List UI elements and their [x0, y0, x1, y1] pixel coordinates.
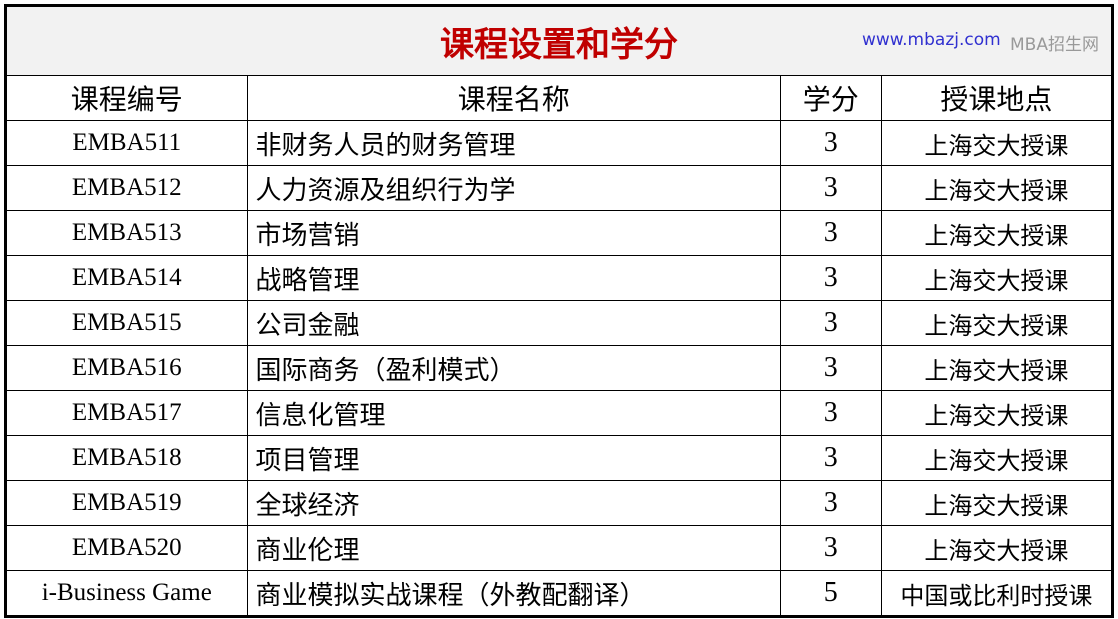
course-table: 课程设置和学分 课程编号 课程名称 学分 授课地点 EMBA511 非财务人员的财… [4, 4, 1115, 618]
cell-credit: 3 [779, 120, 882, 166]
cell-location: 上海交大授课 [880, 120, 1115, 166]
table-row: EMBA518 项目管理 3 上海交大授课 [4, 435, 1115, 481]
cell-name: 战略管理 [246, 255, 781, 301]
cell-code: EMBA511 [4, 120, 248, 166]
cell-credit: 3 [779, 390, 882, 436]
cell-name: 国际商务（盈利模式） [246, 345, 781, 391]
cell-code: EMBA520 [4, 525, 248, 571]
cell-location: 上海交大授课 [880, 210, 1115, 256]
header-name: 课程名称 [246, 75, 781, 121]
cell-location: 上海交大授课 [880, 435, 1115, 481]
watermark-site: MBA招生网 [1010, 35, 1099, 55]
cell-credit: 3 [779, 435, 882, 481]
table-row: EMBA519 全球经济 3 上海交大授课 [4, 480, 1115, 526]
cell-credit: 3 [779, 480, 882, 526]
table-row: EMBA511 非财务人员的财务管理 3 上海交大授课 [4, 120, 1115, 166]
cell-credit: 3 [779, 525, 882, 571]
cell-code: EMBA518 [4, 435, 248, 481]
table-row: EMBA514 战略管理 3 上海交大授课 [4, 255, 1115, 301]
cell-name: 全球经济 [246, 480, 781, 526]
header-row: 课程编号 课程名称 学分 授课地点 [4, 75, 1115, 121]
cell-code: EMBA515 [4, 300, 248, 346]
table-row: EMBA520 商业伦理 3 上海交大授课 [4, 525, 1115, 571]
cell-location: 上海交大授课 [880, 390, 1115, 436]
cell-location: 上海交大授课 [880, 480, 1115, 526]
table-row: i-Business Game 商业模拟实战课程（外教配翻译） 5 中国或比利时授课 [4, 570, 1115, 618]
cell-credit: 3 [779, 345, 882, 391]
cell-name: 商业模拟实战课程（外教配翻译） [246, 570, 781, 618]
cell-name: 公司金融 [246, 300, 781, 346]
cell-code: EMBA512 [4, 165, 248, 211]
cell-name: 市场营销 [246, 210, 781, 256]
table-row: EMBA512 人力资源及组织行为学 3 上海交大授课 [4, 165, 1115, 211]
cell-location: 上海交大授课 [880, 165, 1115, 211]
cell-location: 中国或比利时授课 [880, 570, 1115, 618]
table-title: 课程设置和学分 [4, 4, 1114, 76]
cell-credit: 5 [779, 570, 882, 618]
cell-location: 上海交大授课 [880, 345, 1115, 391]
table-row: EMBA516 国际商务（盈利模式） 3 上海交大授课 [4, 345, 1115, 391]
cell-name: 项目管理 [246, 435, 781, 481]
header-location: 授课地点 [880, 75, 1115, 121]
cell-name: 人力资源及组织行为学 [246, 165, 781, 211]
cell-credit: 3 [779, 210, 882, 256]
cell-code: EMBA519 [4, 480, 248, 526]
cell-credit: 3 [779, 255, 882, 301]
table-row: EMBA517 信息化管理 3 上海交大授课 [4, 390, 1115, 436]
watermark-url: www.mbazj.com [862, 30, 1001, 50]
cell-location: 上海交大授课 [880, 525, 1115, 571]
cell-credit: 3 [779, 165, 882, 211]
table-row: EMBA515 公司金融 3 上海交大授课 [4, 300, 1115, 346]
table-row: EMBA513 市场营销 3 上海交大授课 [4, 210, 1115, 256]
cell-name: 信息化管理 [246, 390, 781, 436]
header-code: 课程编号 [4, 75, 248, 121]
cell-location: 上海交大授课 [880, 255, 1115, 301]
cell-code: i-Business Game [4, 570, 248, 618]
cell-code: EMBA514 [4, 255, 248, 301]
cell-code: EMBA513 [4, 210, 248, 256]
header-credit: 学分 [779, 75, 882, 121]
cell-code: EMBA517 [4, 390, 248, 436]
cell-credit: 3 [779, 300, 882, 346]
cell-name: 非财务人员的财务管理 [246, 120, 781, 166]
cell-name: 商业伦理 [246, 525, 781, 571]
cell-location: 上海交大授课 [880, 300, 1115, 346]
cell-code: EMBA516 [4, 345, 248, 391]
